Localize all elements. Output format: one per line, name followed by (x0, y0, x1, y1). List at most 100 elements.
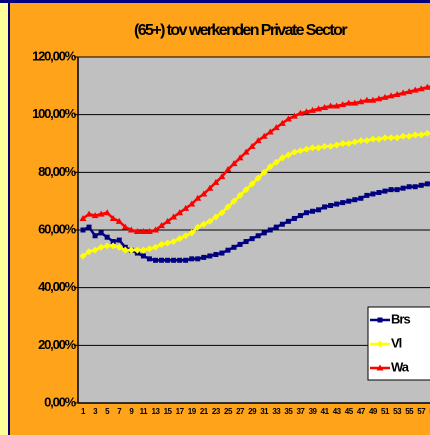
marker (412, 184, 418, 190)
marker (369, 96, 377, 103)
marker (159, 257, 165, 263)
x-tick-label: 15 (164, 407, 173, 416)
marker (219, 250, 225, 256)
marker (248, 142, 256, 149)
marker (417, 85, 425, 92)
marker (206, 184, 214, 191)
marker (266, 163, 274, 171)
x-tick-label: 11 (140, 407, 149, 416)
marker (200, 220, 208, 228)
y-tick-label: 20,00% (38, 337, 77, 352)
marker (411, 131, 419, 139)
marker (103, 209, 111, 216)
marker (140, 253, 146, 259)
marker (364, 192, 370, 198)
marker (272, 124, 280, 131)
marker (158, 222, 166, 229)
marker (158, 240, 166, 248)
marker (98, 230, 104, 236)
x-tick-label: 9 (129, 407, 134, 416)
marker (127, 226, 135, 233)
marker (351, 138, 359, 146)
marker (176, 235, 184, 243)
marker (382, 188, 388, 194)
marker (369, 135, 377, 143)
marker (230, 197, 238, 205)
x-tick-label: 45 (345, 407, 354, 416)
marker (79, 214, 87, 221)
marker (170, 238, 178, 246)
marker (206, 217, 214, 225)
marker (236, 191, 244, 199)
marker (388, 187, 394, 193)
plot-layer: 0,00% 20,00% 40,00% 60,00% 80,00% 100,00% 120,… (32, 48, 430, 416)
marker (218, 209, 226, 217)
marker (170, 213, 178, 220)
x-tick-label: 5 (105, 407, 110, 416)
marker (92, 233, 98, 239)
chart-title: (65+) tov werkenden Private Sector (134, 22, 347, 39)
x-tick-label: 19 (188, 407, 197, 416)
marker (321, 103, 329, 110)
marker (273, 224, 279, 230)
x-tick-label: 57 (417, 407, 426, 416)
x-tick-label: 37 (296, 407, 305, 416)
marker (261, 230, 267, 236)
marker (127, 246, 135, 254)
marker (363, 137, 371, 145)
marker (207, 253, 213, 259)
x-tick-label: 23 (212, 407, 221, 416)
marker (189, 256, 195, 262)
marker (345, 140, 353, 147)
marker (376, 190, 382, 196)
marker (290, 112, 298, 119)
marker (200, 190, 208, 197)
marker (423, 129, 430, 137)
marker (188, 229, 196, 237)
marker (164, 217, 172, 224)
marker (375, 95, 383, 102)
marker (285, 218, 291, 224)
marker (345, 99, 353, 106)
marker (248, 180, 256, 188)
marker (334, 201, 340, 207)
marker (86, 224, 92, 230)
y-tick-label: 80,00% (38, 164, 77, 179)
marker (133, 246, 141, 254)
marker (85, 210, 93, 217)
marker (315, 105, 323, 112)
marker (284, 151, 292, 159)
marker (327, 142, 335, 150)
marker (97, 210, 105, 217)
marker (121, 246, 129, 254)
marker (406, 184, 412, 190)
marker (272, 158, 280, 166)
top-border (0, 0, 430, 3)
x-tick-label: 13 (152, 407, 161, 416)
marker (315, 144, 323, 152)
left-strip (0, 3, 8, 435)
marker (375, 135, 383, 143)
x-tick-label: 25 (224, 407, 233, 416)
marker (405, 132, 413, 140)
y-tick-label: 40,00% (38, 279, 77, 294)
marker (357, 137, 365, 145)
marker (316, 207, 322, 213)
marker (424, 181, 430, 187)
x-tick-label: 53 (393, 407, 402, 416)
legend-label: Vl (391, 335, 402, 350)
marker (183, 257, 189, 263)
y-tick-label: 0,00% (44, 394, 77, 409)
marker (328, 202, 334, 208)
marker (291, 215, 297, 221)
x-tick-label: 51 (381, 407, 390, 416)
marker (321, 142, 329, 150)
marker (351, 99, 359, 106)
marker (139, 227, 147, 234)
marker (242, 186, 250, 194)
marker (109, 242, 117, 250)
y-tick-label: 100,00% (32, 106, 77, 121)
marker (346, 198, 352, 204)
marker (302, 145, 310, 153)
marker (224, 165, 232, 172)
